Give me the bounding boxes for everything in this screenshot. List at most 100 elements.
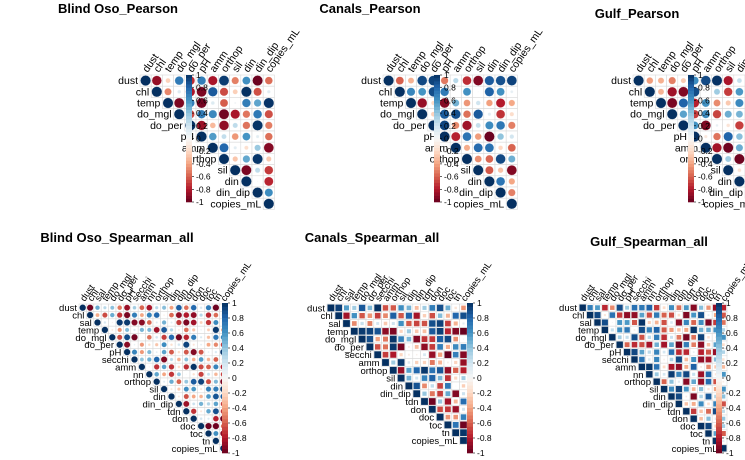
colorbar-segment [434,144,440,149]
corr-mark [133,343,136,346]
corr-mark [218,108,230,120]
colorbar-tick-label: -0.8 [726,433,741,443]
corr-mark [723,75,734,86]
corr-mark [703,134,708,139]
corr-mark [343,305,350,311]
corr-mark [374,304,382,312]
corr-mark [252,75,263,86]
colorbar-segment [467,366,473,371]
colorbar-tick-label: 0 [698,134,703,144]
corr-mark [654,342,659,347]
corr-mark [206,357,211,362]
colorbar-segment [434,176,440,181]
corr-mark [691,342,696,347]
colorbar-segment [222,336,228,341]
colorbar-tick-label: 0.8 [444,83,456,93]
corr-mark [698,327,704,333]
corr-mark [161,305,167,311]
corr-mark [205,430,212,437]
corr-mark [579,304,586,311]
colorbar-segment [688,151,694,155]
colorbar-tick-label: 0 [477,373,482,383]
corr-mark [138,363,146,371]
corr-mark [453,336,459,342]
corr-mark [146,334,152,340]
row-label: pH [424,131,437,143]
corr-mark [390,351,397,358]
row-label: sal [80,318,92,329]
corr-mark [139,357,145,362]
corr-mark [684,327,689,332]
corr-mark [603,314,606,317]
corr-mark [359,313,365,319]
colorbar-segment [467,374,473,379]
corr-mark [452,421,459,428]
colorbar-tick-label: 0.2 [232,358,244,368]
colorbar-segment [222,430,228,435]
corr-mark [168,334,175,341]
corr-mark [715,123,719,127]
corr-mark [327,304,335,312]
colorbar-segment [688,97,694,101]
corr-mark [382,344,389,350]
corr-mark [161,372,167,377]
corr-mark [683,312,690,319]
corr-mark [624,342,630,348]
corr-mark [678,120,689,131]
colorbar-segment [434,90,440,95]
corr-mark [721,394,726,399]
corr-mark [397,343,405,351]
corr-mark [94,305,101,311]
corr-mark [154,305,159,310]
row-label: chl [572,311,584,322]
colorbar-tick-label: 0.4 [698,108,710,118]
corr-mark [437,375,443,381]
colorbar-segment [688,170,694,174]
corr-mark [116,334,123,341]
corr-mark [726,123,731,128]
colorbar-segment [716,366,722,371]
corr-mark [177,395,181,398]
colorbar-segment [467,378,473,383]
row-label: chl [136,86,149,98]
row-label: do_per [643,120,676,132]
corr-mark [206,372,211,377]
colorbar-segment [222,325,228,330]
corr-mark [190,319,197,326]
corr-mark [390,305,396,311]
corr-mark [111,328,114,332]
colorbar-segment [688,182,694,187]
corr-mark [399,329,403,333]
corr-mark [705,319,712,326]
corr-mark [199,387,203,391]
corr-mark [190,304,197,311]
colorbar-segment [467,351,473,356]
corr-mark [242,76,251,85]
corr-mark [406,367,412,373]
row-label: do_mgl [75,333,106,344]
corr-mark [705,378,712,385]
corr-mark [123,341,131,348]
corr-mark [415,353,418,356]
corr-mark [601,326,609,334]
colorbar-tick-label: -1 [232,448,240,458]
corr-mark [254,167,261,173]
row-label: din_dip [709,187,743,199]
corr-mark [452,121,460,130]
row-label: orthop [187,154,217,166]
corr-mark [700,120,711,131]
corr-mark [123,334,131,341]
colorbar-segment [186,176,192,181]
row-label: toc [190,429,203,440]
corr-mark [461,376,466,381]
corr-mark [495,176,506,187]
corr-mark [213,312,219,318]
corr-mark [712,349,719,356]
corr-mark [713,313,718,318]
corr-mark [683,305,689,311]
colorbar-tick-label: 0.4 [232,343,244,353]
colorbar-segment [467,329,473,334]
corr-mark [720,320,726,325]
corr-mark [668,76,677,85]
corr-mark [698,319,704,326]
